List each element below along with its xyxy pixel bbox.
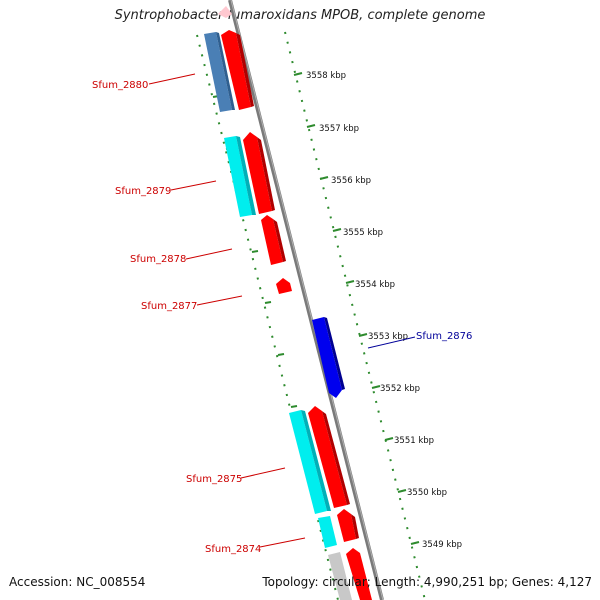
- leader-sfum-2874: [259, 537, 306, 548]
- inner-scale-dotted-line: [196, 34, 339, 600]
- gene-sfum-2879-forward[interactable]: [243, 132, 272, 214]
- gene-sfum-2876[interactable]: [312, 317, 342, 398]
- gene-sfum-2874-forward-shade: [351, 514, 359, 539]
- leader-sfum-2876: [367, 336, 416, 349]
- gene-faded-top[interactable]: [218, 6, 232, 18]
- leader-sfum-2877: [196, 295, 243, 306]
- gene-sfum-2880-forward[interactable]: [221, 30, 251, 110]
- outer-scale-dotted-line: [284, 31, 426, 600]
- leader-sfum-2879: [170, 180, 217, 191]
- gene-sfum-2875-forward[interactable]: [308, 406, 347, 508]
- scale-label: 3555 kbp: [343, 228, 383, 238]
- gene-sfum-2878-forward[interactable]: [261, 215, 283, 265]
- topology-text: Topology: circular; Length: 4,990,251 bp…: [262, 575, 592, 589]
- gene-label[interactable]: Sfum_2876: [416, 331, 472, 342]
- scale-label: 3557 kbp: [319, 124, 359, 134]
- gene-red-bottom[interactable]: [346, 548, 372, 600]
- genome-backbone-highlight: [230, 0, 384, 600]
- accession-text: Accession: NC_008554: [9, 575, 146, 589]
- leader-sfum-2880: [148, 73, 196, 85]
- gene-label[interactable]: Sfum_2877: [141, 301, 197, 312]
- gene-sfum-2878-forward-shade: [273, 219, 286, 262]
- scale-label: 3556 kbp: [331, 176, 371, 186]
- gene-sfum-2875-forward-shade: [322, 411, 350, 505]
- gene-label[interactable]: Sfum_2880: [92, 80, 148, 91]
- gene-sfum-2875-reverse-shade: [301, 410, 331, 511]
- scale-label: 3550 kbp: [407, 488, 447, 498]
- gene-sfum-2874-reverse[interactable]: [318, 516, 337, 548]
- gene-label[interactable]: Sfum_2879: [115, 186, 171, 197]
- gene-sfum-2880-forward-shade: [236, 33, 254, 107]
- gene-gray-bottom[interactable]: [328, 552, 352, 600]
- scale-label: 3551 kbp: [394, 436, 434, 446]
- gene-sfum-2879-forward-shade: [257, 137, 275, 211]
- scale-label: 3549 kbp: [422, 540, 462, 550]
- leader-sfum-2878: [185, 248, 233, 260]
- scale-label: 3554 kbp: [355, 280, 395, 290]
- gene-label[interactable]: Sfum_2875: [186, 474, 242, 485]
- gene-sfum-2876-shade: [324, 317, 345, 390]
- gene-label[interactable]: Sfum_2874: [205, 544, 261, 555]
- outer-major-ticks: [293, 72, 420, 545]
- gene-label[interactable]: Sfum_2878: [130, 254, 186, 265]
- gene-sfum-2875-reverse[interactable]: [289, 410, 327, 514]
- gene-sfum-2879-reverse[interactable]: [224, 136, 252, 217]
- gene-sfum-2877-forward[interactable]: [276, 278, 292, 294]
- gene-sfum-2880-reverse-shade: [216, 32, 235, 110]
- gene-sfum-2880-reverse[interactable]: [204, 32, 232, 112]
- scale-label: 3552 kbp: [380, 384, 420, 394]
- leader-sfum-2875: [240, 467, 286, 479]
- gene-sfum-2879-reverse-shade: [236, 136, 256, 215]
- scale-label: 3558 kbp: [306, 71, 346, 81]
- scale-label: 3553 kbp: [368, 332, 408, 342]
- map-title: Syntrophobacter fumaroxidans MPOB, compl…: [114, 8, 486, 23]
- gene-sfum-2874-forward[interactable]: [337, 509, 356, 542]
- genome-backbone: [228, 0, 384, 600]
